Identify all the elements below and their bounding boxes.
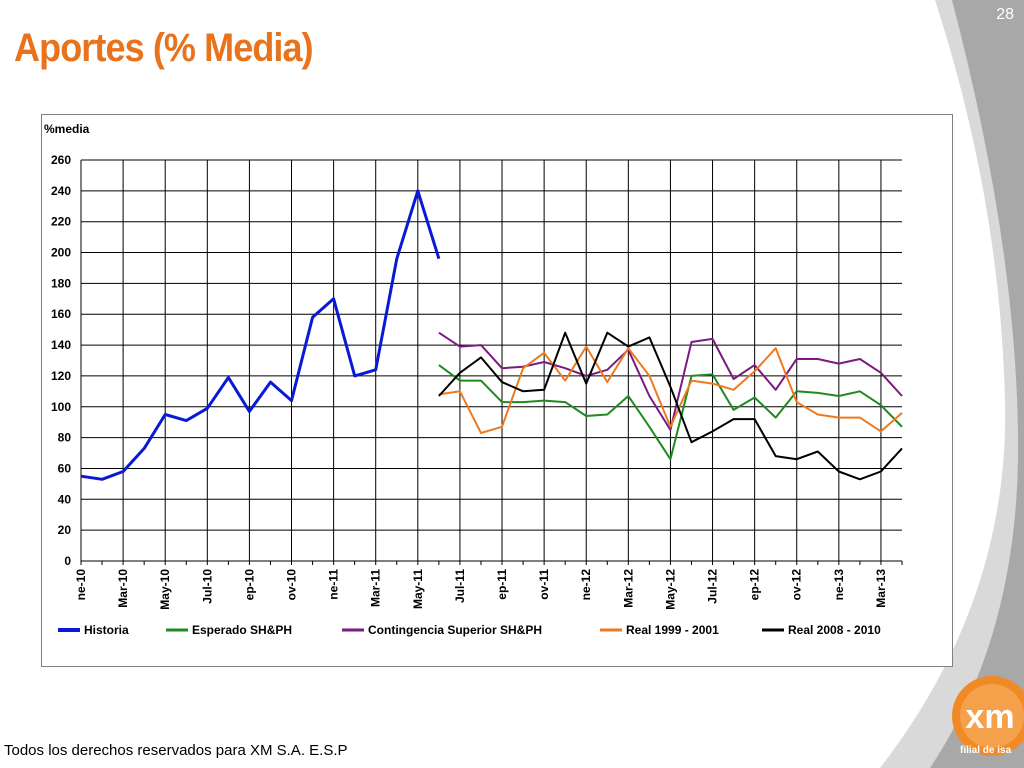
- x-tick-label: Jul-10: [200, 569, 214, 604]
- y-tick-label: 20: [58, 523, 72, 537]
- x-tick-label: Jul-12: [706, 569, 720, 604]
- y-tick-label: 80: [58, 431, 72, 445]
- x-tick-label: Mar-13: [874, 569, 888, 608]
- x-tick-label: May-11: [411, 569, 425, 609]
- y-tick-label: 220: [51, 215, 71, 229]
- y-tick-label: 100: [51, 400, 71, 414]
- legend-label: Real 1999 - 2001: [626, 623, 719, 637]
- line-chart: %media 0 20 40 60 80 100 120 140 160 180 200 220 240 2…: [44, 122, 903, 637]
- x-tick-label: ep-11: [495, 569, 509, 600]
- y-tick-label: 260: [51, 153, 71, 167]
- x-tick-label: ov-12: [790, 569, 804, 601]
- legend-label: Real 2008 - 2010: [788, 623, 881, 637]
- page-number: 28: [996, 6, 1014, 23]
- slide-title: Aportes (% Media): [14, 26, 314, 70]
- x-tick-label: ep-12: [748, 569, 762, 601]
- x-tick-label: ep-10: [242, 569, 256, 601]
- series-line-historia: [80, 189, 441, 481]
- y-tick-label: 60: [58, 461, 72, 475]
- legend-label: Historia: [84, 623, 129, 637]
- y-tick-label: 0: [64, 554, 71, 568]
- x-tick-label: Mar-12: [621, 569, 635, 608]
- logo-text: xm: [965, 698, 1014, 736]
- y-axis-label: %media: [44, 122, 90, 136]
- y-tick-label: 180: [51, 276, 71, 290]
- y-tick-label: 40: [58, 492, 72, 506]
- y-tick-label: 120: [51, 369, 71, 383]
- x-tick-label: ov-11: [537, 569, 551, 600]
- y-tick-label: 240: [51, 184, 71, 198]
- x-tick-label: ne-10: [74, 569, 88, 601]
- x-tick-label: ov-10: [285, 569, 299, 601]
- chart-frame: %media 0 20 40 60 80 100 120 140 160 180 200 220 240 2…: [41, 114, 953, 667]
- x-tick-label: May-12: [663, 569, 677, 610]
- x-tick-label: Mar-10: [116, 569, 130, 608]
- logo-tagline: filial de isa: [960, 745, 1012, 756]
- series-line-esperado-sh-ph: [438, 364, 903, 461]
- legend-label: Contingencia Superior SH&PH: [368, 623, 542, 637]
- series-line-real-2008-2010: [438, 331, 903, 481]
- y-tick-label: 200: [51, 246, 71, 260]
- legend-label: Esperado SH&PH: [192, 623, 292, 637]
- x-tick-label: ne-11: [327, 569, 341, 600]
- series-line-contingencia-superior-sh-ph: [438, 331, 903, 431]
- xm-logo: xm: [952, 676, 1024, 756]
- x-tick-label: ne-12: [579, 569, 593, 601]
- x-tick-label: Mar-11: [369, 569, 383, 607]
- x-tick-label: May-10: [158, 569, 172, 610]
- x-tick-label: ne-13: [832, 569, 846, 601]
- y-tick-label: 160: [51, 307, 71, 321]
- y-tick-label: 140: [51, 338, 71, 352]
- x-tick-label: Jul-11: [453, 569, 467, 603]
- footer-copyright: Todos los derechos reservados para XM S.…: [4, 742, 348, 759]
